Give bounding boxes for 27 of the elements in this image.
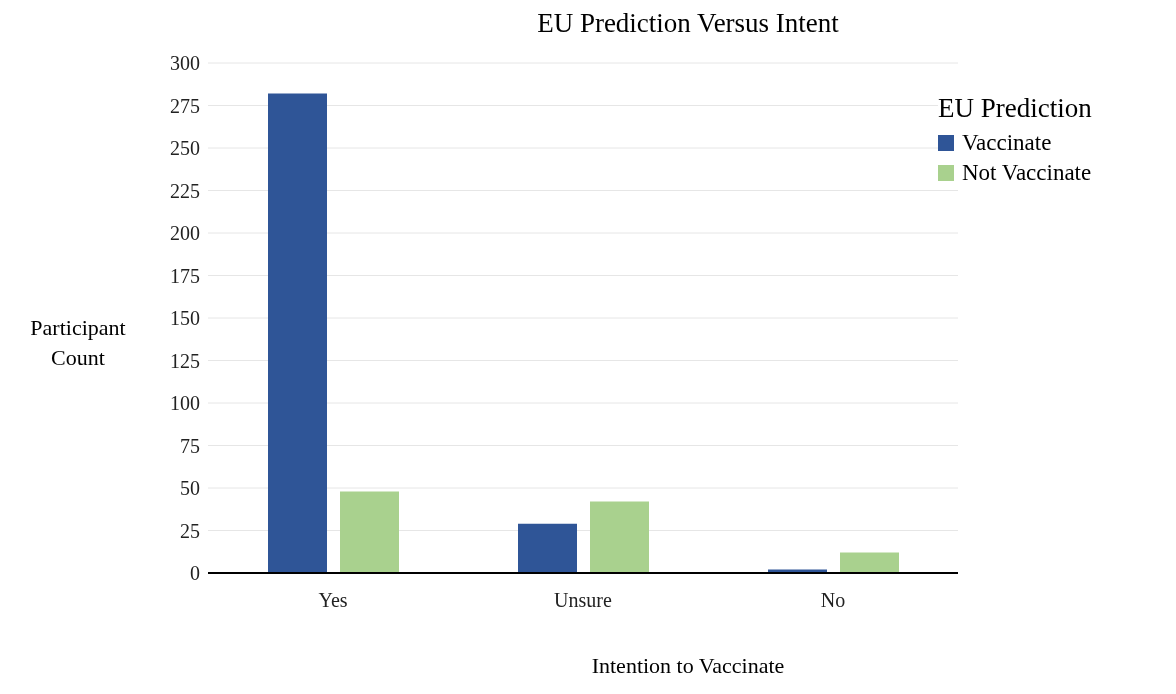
y-tick-label: 100 <box>170 392 200 415</box>
x-tick-label: Unsure <box>554 589 612 612</box>
bar <box>518 523 577 573</box>
bar <box>590 501 649 573</box>
y-tick-label: 300 <box>170 52 200 75</box>
bar <box>340 491 399 573</box>
y-tick-label: 200 <box>170 222 200 245</box>
y-tick-label: 75 <box>180 434 200 457</box>
legend-title: EU Prediction <box>938 93 1093 124</box>
y-tick-label: 125 <box>170 349 200 372</box>
y-tick-label: 250 <box>170 137 200 160</box>
legend-label: Not Vaccinate <box>961 160 1093 186</box>
x-tick-label: No <box>820 589 846 612</box>
legend-label: Vaccinate <box>961 130 1053 156</box>
y-tick-label: 175 <box>170 264 200 287</box>
y-tick-label: 50 <box>180 477 200 500</box>
y-axis-title: Participant Count <box>29 314 127 372</box>
x-axis-title: Intention to Vaccinate <box>590 653 786 679</box>
y-tick-label: 150 <box>170 307 200 330</box>
y-tick-label: 275 <box>170 94 200 117</box>
bar <box>840 552 899 573</box>
y-tick-label: 0 <box>190 562 200 585</box>
y-tick-label: 225 <box>170 179 200 202</box>
chart-title: EU Prediction Versus Intent <box>536 8 840 39</box>
x-tick-label: Yes <box>318 589 348 612</box>
bar <box>268 93 327 573</box>
y-tick-label: 25 <box>180 519 200 542</box>
